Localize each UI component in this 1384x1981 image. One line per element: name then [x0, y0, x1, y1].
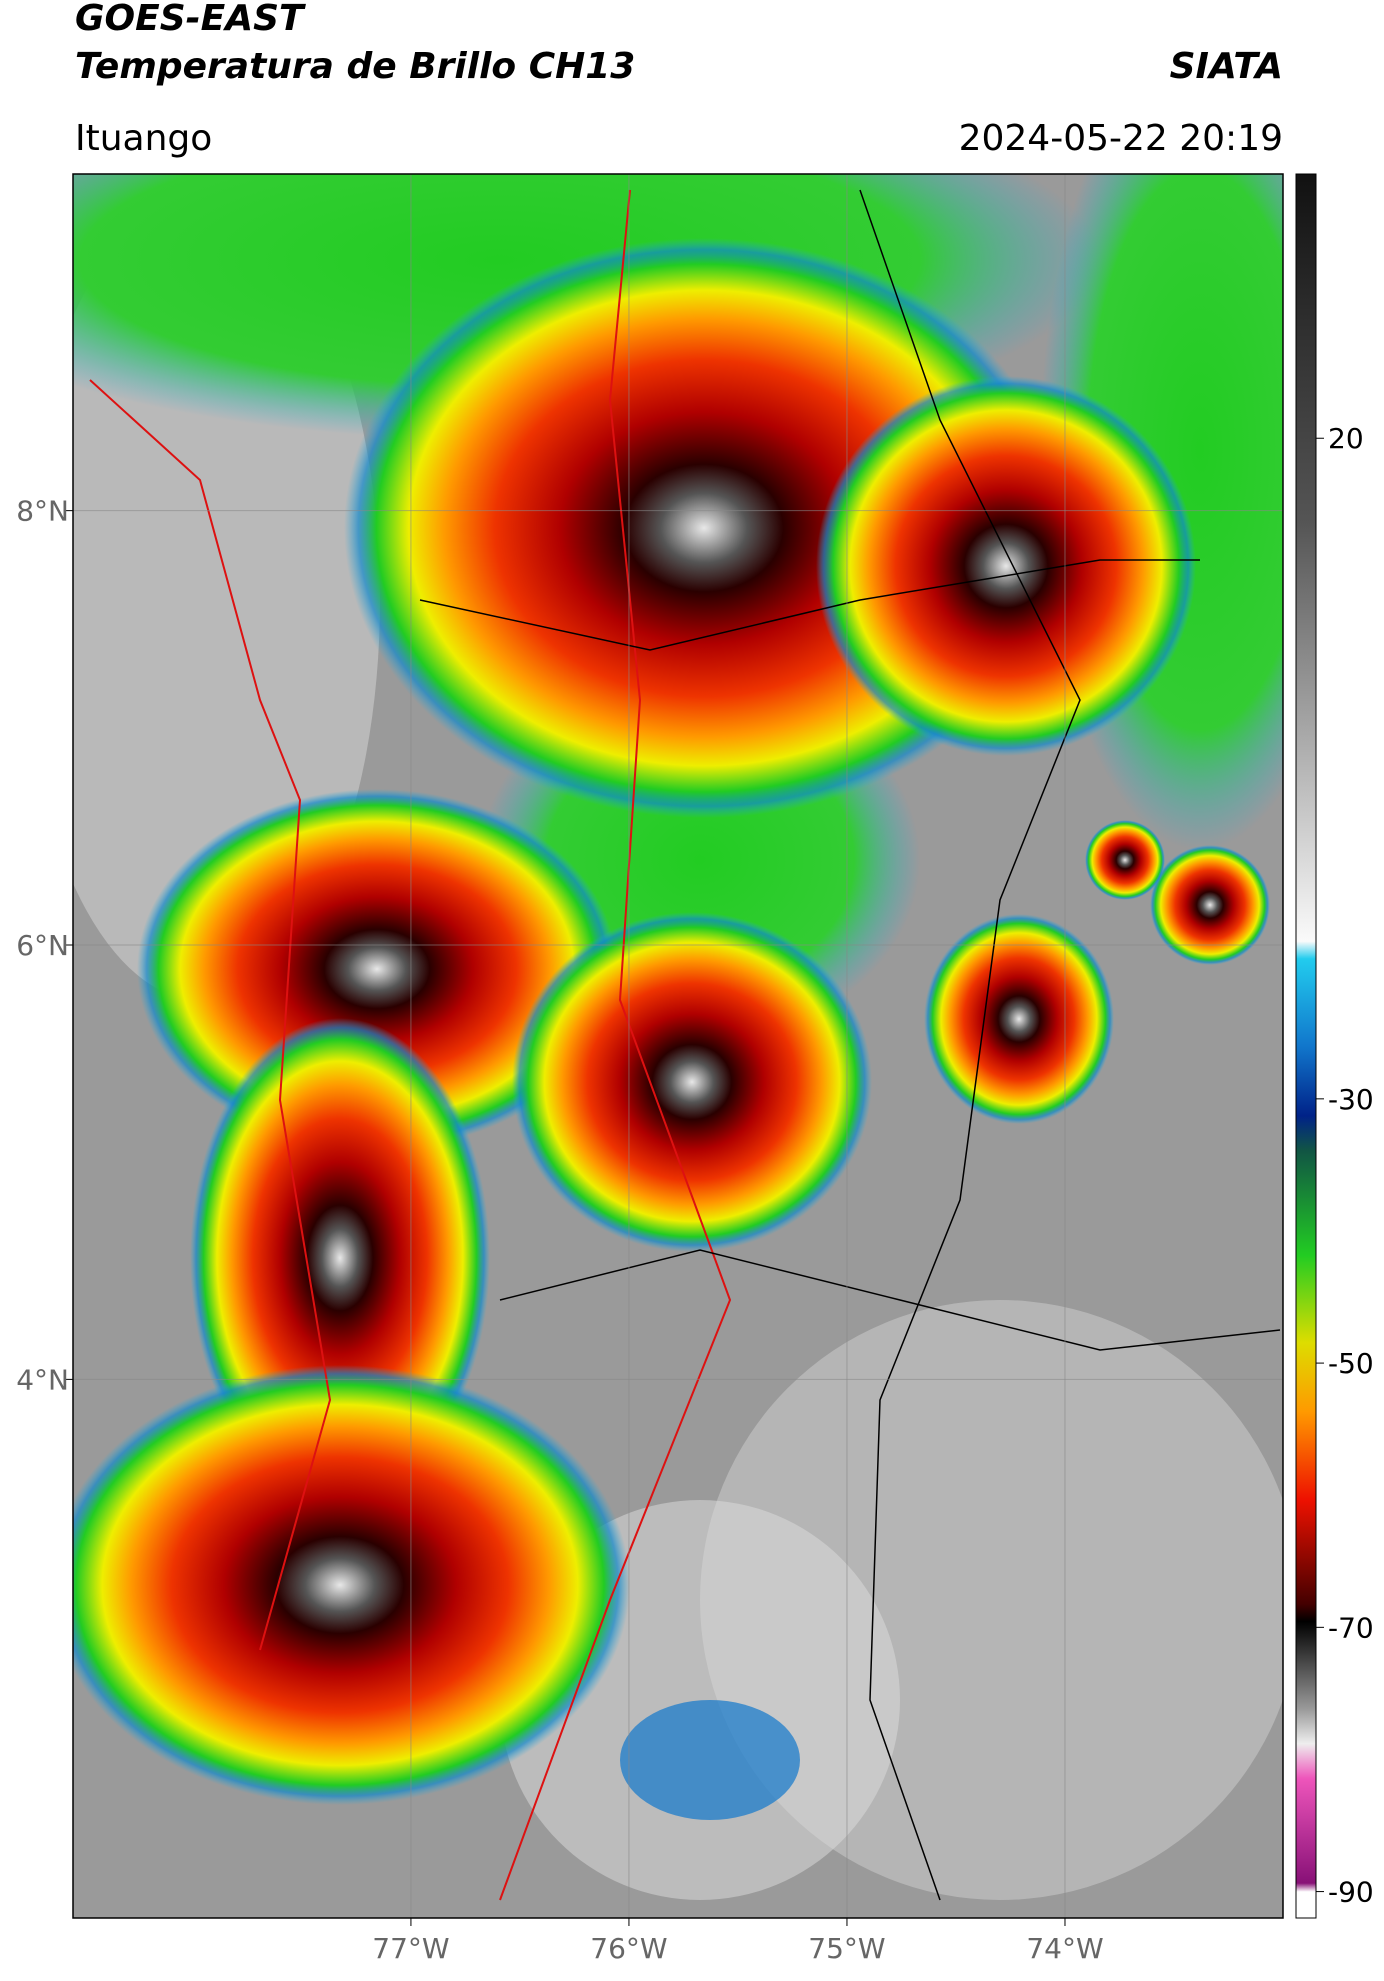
x-tick-label: 75°W: [808, 1932, 885, 1965]
grid: [73, 174, 1283, 1918]
title: GOES-EAST: [75, 0, 306, 39]
colorbar-tick-label: -30: [1328, 1083, 1374, 1116]
colorbar: [1295, 173, 1317, 1919]
colorbar-tick-label: 20: [1328, 422, 1364, 455]
colorbar-tick-label: -50: [1328, 1347, 1374, 1380]
subtitle: Temperatura de Brillo CH13: [75, 46, 635, 87]
x-tick-label: 77°W: [372, 1932, 449, 1965]
location: Ituango: [75, 118, 212, 159]
x-tick-label: 76°W: [590, 1932, 667, 1965]
colorbar-tick-label: -70: [1328, 1611, 1374, 1644]
satellite-image: [73, 174, 1283, 1918]
x-tick-label: 74°W: [1026, 1932, 1103, 1965]
timestamp: 2024-05-22 20:19: [959, 118, 1283, 159]
brand: SIATA: [1170, 46, 1283, 87]
map-frame: [72, 173, 1284, 1919]
colorbar-tick-label: -90: [1328, 1876, 1374, 1909]
y-tick-label: 6°N: [16, 929, 69, 962]
y-tick-label: 4°N: [16, 1363, 69, 1396]
y-tick-label: 8°N: [16, 495, 69, 528]
